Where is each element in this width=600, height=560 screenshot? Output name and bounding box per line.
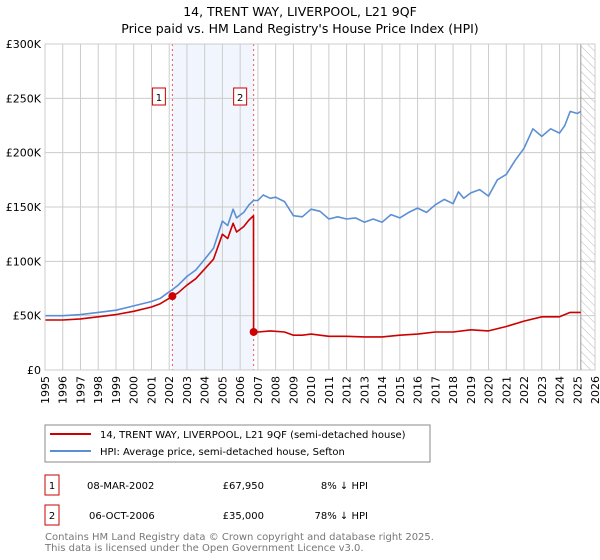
x-tick-label: 2005: [216, 376, 229, 404]
x-tick-label: 2015: [394, 376, 407, 404]
x-tick-label: 2009: [287, 376, 300, 404]
transaction-row: 1 08-MAR-2002 £67,950 8% ↓ HPI: [44, 474, 368, 496]
sale-annotation-box: [151, 87, 166, 106]
transaction-row: 2 06-OCT-2006 £35,000 78% ↓ HPI: [44, 504, 368, 526]
x-tick-label: 2002: [163, 376, 176, 404]
y-tick-label: £50K: [13, 310, 42, 323]
transaction-number: 2: [49, 511, 55, 522]
legend-box: [44, 424, 431, 463]
transaction-number: 1: [49, 481, 55, 492]
transaction-date: 08-MAR-2002: [87, 481, 154, 492]
sale-annotation-label: 1: [156, 93, 162, 104]
footer-licence: This data is licensed under the Open Gov…: [44, 543, 364, 554]
y-tick-label: £100K: [6, 255, 42, 268]
x-tick-label: 2022: [518, 376, 531, 404]
x-tick-label: 2018: [447, 376, 460, 404]
x-tick-label: 2003: [181, 376, 194, 404]
x-tick-label: 2013: [358, 376, 371, 404]
x-tick-label: 1998: [92, 376, 105, 404]
x-tick-label: 2025: [571, 376, 584, 404]
hpi-series-line: [45, 110, 582, 317]
x-tick-label: 2001: [145, 376, 158, 404]
y-tick-label: £200K: [6, 147, 42, 160]
sale-point-marker: [168, 292, 177, 301]
plot-border: [44, 43, 596, 371]
y-tick-label: £0: [27, 364, 41, 377]
x-tick-label: 2008: [270, 376, 283, 404]
chart-subtitle: Price paid vs. HM Land Registry's House …: [121, 21, 478, 36]
x-tick-label: 2007: [252, 376, 265, 404]
x-tick-label: 1995: [39, 376, 52, 404]
transaction-hpi-delta: 8% ↓ HPI: [321, 481, 368, 492]
x-tick-label: 2006: [234, 376, 247, 404]
sale-annotation-box: [233, 87, 248, 106]
x-tick-label: 2017: [429, 376, 442, 404]
x-tick-label: 2023: [536, 376, 549, 404]
x-tick-label: 2019: [465, 376, 478, 404]
x-tick-label: 2010: [305, 376, 318, 404]
transaction-hpi-delta: 78% ↓ HPI: [315, 511, 368, 522]
x-tick-label: 1997: [74, 376, 87, 404]
x-tick-label: 1996: [57, 376, 70, 404]
x-tick-label: 2016: [412, 376, 425, 404]
y-tick-label: £300K: [6, 38, 42, 51]
chart-title: 14, TRENT WAY, LIVERPOOL, L21 9QF: [183, 4, 417, 19]
sale-annotation-label: 2: [237, 93, 243, 104]
legend-label-price: 14, TRENT WAY, LIVERPOOL, L21 9QF (semi-…: [100, 430, 406, 441]
x-tick-label: 2004: [199, 376, 212, 404]
transaction-price: £67,950: [223, 481, 264, 492]
x-tick-label: 2024: [554, 376, 567, 404]
footer-copyright: Contains HM Land Registry data © Crown c…: [45, 532, 434, 543]
x-tick-label: 2014: [376, 376, 389, 404]
x-tick-label: 2020: [483, 376, 496, 404]
transaction-marker-badge: [44, 504, 60, 526]
x-tick-label: 2012: [341, 376, 354, 404]
x-tick-label: 2011: [323, 376, 336, 404]
transaction-price: £35,000: [223, 511, 264, 522]
x-tick-label: 2000: [128, 376, 141, 404]
x-tick-label: 2021: [500, 376, 513, 404]
x-tick-label: 1999: [110, 376, 123, 404]
transaction-date: 06-OCT-2006: [89, 511, 155, 522]
y-tick-label: £150K: [6, 201, 42, 214]
sale-point-marker: [249, 327, 258, 336]
legend-label-hpi: HPI: Average price, semi-detached house,…: [100, 447, 345, 458]
y-tick-label: £250K: [6, 92, 42, 105]
transaction-marker-badge: [44, 474, 60, 496]
x-tick-label: 2026: [589, 376, 600, 404]
